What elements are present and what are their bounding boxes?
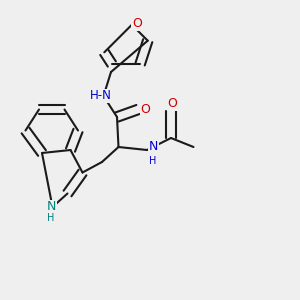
Text: N: N — [46, 200, 56, 214]
Text: H: H — [47, 213, 55, 224]
Text: H: H — [148, 155, 156, 166]
Text: O: O — [168, 97, 177, 110]
Text: H-N: H-N — [90, 89, 111, 103]
Text: O: O — [132, 17, 142, 30]
Text: O: O — [141, 103, 150, 116]
Text: N: N — [148, 140, 158, 154]
